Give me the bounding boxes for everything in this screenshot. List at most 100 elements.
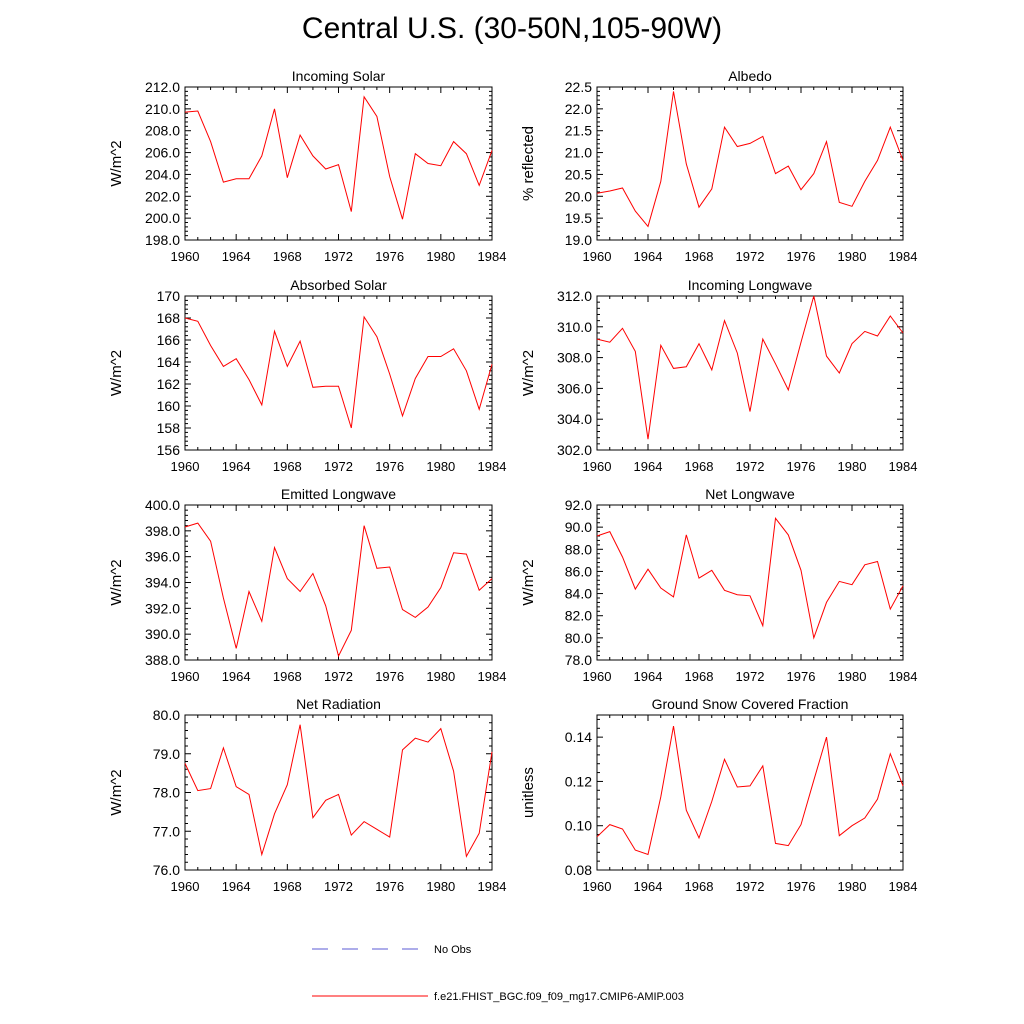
x-tick-label: 1980 — [838, 459, 867, 474]
x-tick-label: 1964 — [222, 879, 251, 894]
y-tick-label: 76.0 — [153, 862, 180, 878]
x-tick-label: 1984 — [889, 459, 918, 474]
x-tick-label: 1984 — [478, 249, 507, 264]
y-tick-label: 82.0 — [565, 608, 592, 624]
y-tick-label: 208.0 — [145, 123, 180, 139]
y-tick-label: 396.0 — [145, 549, 180, 565]
x-tick-label: 1960 — [171, 249, 200, 264]
x-tick-label: 1968 — [273, 459, 302, 474]
x-tick-label: 1972 — [736, 879, 765, 894]
plot-frame — [596, 86, 904, 241]
panel-net-radiation: Net Radiation W/m^2 1960 1964 1968 1972 1976 19… — [108, 696, 506, 894]
y-tick-label: 22.5 — [565, 79, 592, 95]
y-tick-label: 19.0 — [565, 232, 592, 248]
x-tick-label: 1972 — [324, 459, 353, 474]
x-tick-label: 1960 — [583, 459, 612, 474]
plot-frame — [184, 86, 493, 241]
y-axis-label: unitless — [520, 767, 537, 818]
y-tick-label: 160 — [157, 398, 181, 414]
y-tick-label: 198.0 — [145, 232, 180, 248]
y-axis-label: W/m^2 — [108, 769, 125, 815]
y-axis-label: W/m^2 — [108, 559, 125, 605]
x-tick-label: 1972 — [736, 459, 765, 474]
y-tick-label: 80.0 — [565, 630, 592, 646]
x-tick-label: 1964 — [634, 879, 663, 894]
x-tick-label: 1984 — [478, 459, 507, 474]
panel-title: Incoming Longwave — [688, 277, 813, 293]
y-tick-label: 77.0 — [153, 823, 180, 839]
x-tick-label: 1984 — [889, 669, 918, 684]
panel-absorbed-solar: Absorbed Solar W/m^2 1960 1964 1968 1972 1976 1… — [108, 277, 506, 474]
y-axis-label: W/m^2 — [108, 140, 125, 186]
x-tick-label: 1960 — [583, 669, 612, 684]
y-tick-label: 166 — [157, 332, 181, 348]
x-tick-label: 1980 — [838, 669, 867, 684]
y-axis-label: W/m^2 — [520, 350, 537, 396]
x-tick-label: 1984 — [478, 879, 507, 894]
y-axis-label: W/m^2 — [520, 559, 537, 605]
y-tick-label: 0.12 — [565, 773, 592, 789]
y-tick-label: 21.5 — [565, 123, 592, 139]
plot-frame — [184, 295, 493, 451]
y-tick-label: 92.0 — [565, 497, 592, 513]
x-tick-label: 1972 — [736, 249, 765, 264]
y-tick-label: 398.0 — [145, 523, 180, 539]
y-tick-label: 162 — [157, 376, 181, 392]
panel-emitted-longwave: Emitted Longwave W/m^2 1960 1964 1968 1972 197… — [108, 486, 506, 684]
panel-albedo: Albedo % reflected 1960 1964 1968 1972 1976 198… — [520, 68, 917, 264]
x-tick-label: 1968 — [685, 879, 714, 894]
series-line — [184, 95, 493, 220]
y-tick-label: 90.0 — [565, 519, 592, 535]
x-tick-label: 1960 — [583, 879, 612, 894]
x-tick-label: 1968 — [685, 669, 714, 684]
x-tick-label: 1972 — [324, 879, 353, 894]
y-tick-label: 390.0 — [145, 626, 180, 642]
y-tick-label: 88.0 — [565, 541, 592, 557]
x-tick-label: 1972 — [324, 669, 353, 684]
panel-incoming-solar: Incoming Solar W/m^2 1960 1964 1968 1972 1976 1… — [108, 68, 506, 264]
plot-frame — [596, 714, 904, 871]
x-tick-label: 1964 — [634, 249, 663, 264]
y-tick-label: 22.0 — [565, 101, 592, 117]
x-tick-label: 1976 — [787, 879, 816, 894]
y-tick-label: 19.5 — [565, 210, 592, 226]
series-line — [596, 726, 904, 856]
series-line — [184, 724, 493, 858]
x-tick-label: 1960 — [583, 249, 612, 264]
legend-label: No Obs — [434, 944, 472, 956]
x-tick-label: 1980 — [426, 249, 455, 264]
x-tick-label: 1984 — [478, 669, 507, 684]
y-tick-label: 79.0 — [153, 746, 180, 762]
y-tick-label: 0.08 — [565, 862, 592, 878]
x-tick-label: 1960 — [171, 459, 200, 474]
x-tick-label: 1964 — [634, 459, 663, 474]
x-tick-label: 1976 — [375, 879, 404, 894]
y-tick-label: 308.0 — [557, 350, 592, 366]
plot-frame — [184, 714, 493, 871]
x-tick-label: 1964 — [222, 249, 251, 264]
x-tick-label: 1968 — [273, 879, 302, 894]
panel-title: Incoming Solar — [292, 68, 386, 84]
x-tick-label: 1980 — [426, 879, 455, 894]
panel-incoming-longwave: Incoming Longwave W/m^2 1960 1964 1968 1972 19… — [520, 277, 917, 474]
legend: No Obs f.e21.FHIST_BGC.f09_f09_mg17.CMIP6… — [312, 944, 684, 1003]
y-axis-label: W/m^2 — [108, 350, 125, 396]
y-tick-label: 0.14 — [565, 729, 592, 745]
plot-frame — [184, 504, 493, 661]
x-tick-label: 1972 — [736, 669, 765, 684]
y-tick-label: 310.0 — [557, 319, 592, 335]
y-tick-label: 400.0 — [145, 497, 180, 513]
series-line — [596, 295, 904, 440]
y-tick-label: 20.5 — [565, 166, 592, 182]
y-tick-label: 80.0 — [153, 707, 180, 723]
y-tick-label: 312.0 — [557, 288, 592, 304]
plot-frame — [596, 504, 904, 661]
y-tick-label: 304.0 — [557, 411, 592, 427]
x-tick-label: 1968 — [685, 459, 714, 474]
plot-frame — [596, 295, 904, 451]
panel-net-longwave: Net Longwave W/m^2 1960 1964 1968 1972 1976 198… — [520, 486, 917, 684]
y-tick-label: 158 — [157, 420, 181, 436]
x-tick-label: 1980 — [426, 459, 455, 474]
y-tick-label: 20.0 — [565, 188, 592, 204]
